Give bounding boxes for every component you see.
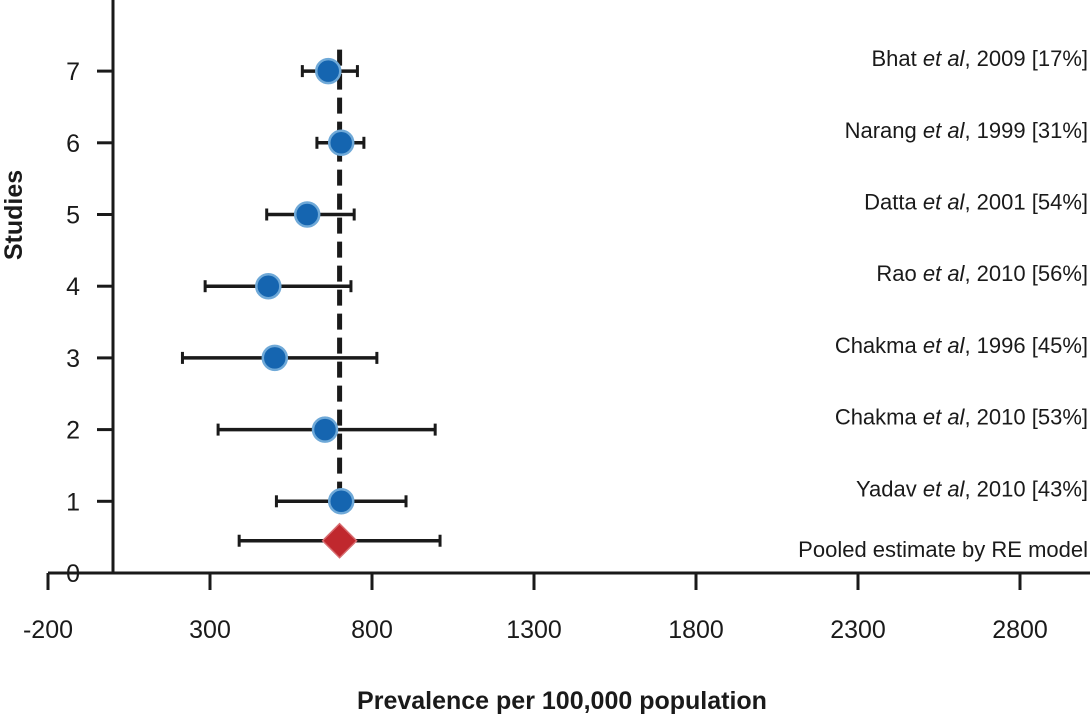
y-tick-label: 5 <box>66 202 80 230</box>
study-etal: et al <box>923 261 966 286</box>
study-author: Narang <box>845 118 923 143</box>
study-etal: et al <box>923 405 966 430</box>
study-etal: et al <box>923 333 966 358</box>
study-label: Narang et al, 1999 [31%] <box>845 118 1088 143</box>
study-author: Rao <box>876 261 922 286</box>
study-year-weight: , 2010 [53%] <box>964 405 1088 430</box>
x-tick-label: 800 <box>351 616 393 644</box>
study-author: Bhat <box>871 46 922 71</box>
y-tick-label: 0 <box>66 560 80 588</box>
study-author: Datta <box>864 190 923 215</box>
x-tick-label: 1800 <box>668 616 724 644</box>
study-year-weight: , 1996 [45%] <box>964 333 1088 358</box>
study-year-weight: , 2010 [43%] <box>964 476 1088 501</box>
study-etal: et al <box>923 476 966 501</box>
study-point <box>293 201 321 228</box>
y-axis-ticks: 0 1 2 3 4 5 6 7 <box>66 58 113 588</box>
x-tick-label: 300 <box>189 616 231 644</box>
study-year-weight: , 2001 [54%] <box>964 190 1088 215</box>
y-tick-label: 4 <box>66 273 80 301</box>
study-label: Datta et al, 2001 [54%] <box>864 190 1088 215</box>
y-tick-label: 6 <box>66 130 80 158</box>
pooled-estimate-diamond <box>321 522 358 559</box>
y-tick-label: 7 <box>66 58 80 86</box>
study-point <box>311 416 339 443</box>
y-tick-label: 2 <box>66 417 80 445</box>
study-year-weight: , 1999 [31%] <box>964 118 1088 143</box>
study-point <box>327 129 355 157</box>
x-tick-label: 2800 <box>992 616 1048 644</box>
study-label: Yadav et al, 2010 [43%] <box>856 476 1088 501</box>
study-label: Chakma et al, 2010 [53%] <box>835 405 1088 430</box>
study-year-weight: , 2009 [17%] <box>964 46 1088 71</box>
study-labels: Bhat et al, 2009 [17%]Narang et al, 1999… <box>798 46 1088 562</box>
x-tick-label: -200 <box>23 616 73 644</box>
x-axis-title: Prevalence per 100,000 population <box>357 687 767 715</box>
study-label: Bhat et al, 2009 [17%] <box>871 46 1088 71</box>
study-etal: et al <box>923 118 966 143</box>
x-axis-ticks: -200 300 800 1300 1800 2300 2800 <box>23 573 1048 644</box>
study-marks <box>180 57 442 559</box>
study-etal: et al <box>923 190 966 215</box>
study-point <box>255 272 282 300</box>
study-author: Chakma <box>835 405 923 430</box>
x-tick-label: 2300 <box>830 616 886 644</box>
study-author: Chakma <box>835 333 923 358</box>
study-point <box>327 488 355 515</box>
study-label: Chakma et al, 1996 [45%] <box>835 333 1088 358</box>
study-point <box>315 57 342 85</box>
study-author: Yadav <box>856 476 923 501</box>
study-point <box>261 344 289 372</box>
y-tick-label: 1 <box>66 488 80 516</box>
study-year-weight: , 2010 [56%] <box>964 261 1088 286</box>
y-tick-label: 3 <box>66 345 80 373</box>
y-axis-title: Studies <box>0 170 28 260</box>
study-label: Rao et al, 2010 [56%] <box>876 261 1088 286</box>
pooled-estimate-label: Pooled estimate by RE model <box>798 537 1088 562</box>
x-tick-label: 1300 <box>506 616 562 644</box>
study-etal: et al <box>923 46 966 71</box>
